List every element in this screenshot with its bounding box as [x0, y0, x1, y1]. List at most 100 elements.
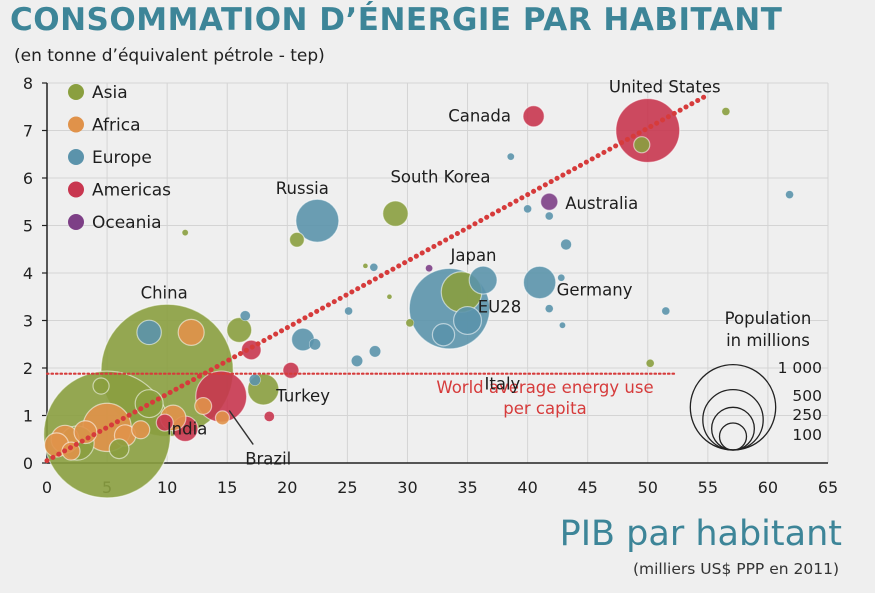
country-bubble	[181, 229, 189, 237]
label-germany: Germany	[557, 281, 633, 300]
legend-marker-europe	[68, 149, 84, 165]
country-bubble	[405, 318, 415, 328]
country-bubble	[351, 354, 363, 367]
country-bubble	[288, 231, 305, 248]
world-average-label: World average energy use	[436, 378, 653, 397]
label-russia: Russia	[276, 179, 329, 198]
country-bubble	[425, 264, 433, 273]
country-bubble	[308, 338, 321, 351]
country-bubble	[177, 318, 205, 346]
country-bubble	[560, 238, 572, 251]
south-korea-bubble	[382, 200, 409, 227]
size-legend-value: 1 000	[778, 359, 822, 377]
country-bubble	[362, 263, 369, 269]
country-bubble	[506, 152, 515, 161]
legend-label-americas: Americas	[92, 181, 171, 201]
country-bubble	[369, 262, 379, 272]
russia-bubble	[295, 198, 340, 243]
country-bubble	[544, 211, 554, 221]
australia-bubble	[540, 192, 559, 211]
x-tick-label: 55	[698, 478, 718, 497]
x-axis-subtitle: (milliers US$ PPP en 2011)	[632, 560, 839, 578]
germany-bubble	[522, 265, 557, 300]
x-tick-label: 35	[457, 478, 477, 497]
x-tick-label: 45	[578, 478, 598, 497]
size-legend-title: Population	[725, 309, 812, 328]
canada-bubble	[522, 105, 545, 128]
y-tick-label: 0	[23, 454, 33, 473]
country-bubble	[369, 345, 382, 358]
label-turkey: Turkey	[275, 386, 330, 405]
size-legend-circle	[711, 406, 755, 451]
size-legend-value: 100	[792, 426, 822, 444]
legend-marker-africa	[68, 116, 84, 133]
country-bubble	[136, 319, 162, 346]
country-bubble	[282, 361, 300, 380]
country-bubble	[108, 438, 130, 460]
country-bubble	[73, 420, 98, 445]
legend-label-africa: Africa	[92, 116, 141, 136]
size-legend-value: 500	[792, 387, 822, 405]
country-bubble	[785, 190, 794, 199]
country-bubble	[226, 316, 253, 344]
x-tick-label: 15	[217, 478, 237, 497]
x-tick-label: 25	[337, 478, 357, 497]
y-tick-label: 1	[23, 407, 33, 426]
country-bubble	[214, 410, 230, 426]
y-tick-label: 5	[23, 217, 33, 236]
x-tick-label: 40	[517, 478, 537, 497]
chart-subtitle: (en tonne d’équivalent pétrole - tep)	[14, 46, 325, 66]
x-axis-title: PIB par habitant	[559, 514, 842, 554]
size-legend-title: in millions	[726, 331, 810, 350]
country-bubble	[468, 265, 498, 295]
x-tick-label: 10	[157, 478, 177, 497]
bubbles	[43, 97, 794, 499]
label-eu28: EU28	[478, 298, 522, 317]
legend-marker-americas	[68, 181, 84, 198]
x-tick-label: 20	[277, 478, 297, 497]
italy-bubble	[452, 305, 483, 336]
country-bubble	[194, 396, 213, 416]
country-bubble	[263, 411, 275, 422]
legend-label-oceania: Oceania	[92, 213, 162, 233]
legend-label-asia: Asia	[92, 83, 128, 103]
size-legend-circle	[702, 388, 764, 451]
country-bubble	[431, 323, 456, 347]
country-bubble	[559, 321, 566, 329]
y-tick-label: 3	[23, 312, 33, 331]
country-bubble	[386, 293, 393, 300]
trend-line	[44, 92, 711, 464]
world-average-label: per capita	[503, 399, 586, 418]
size-legend-circle	[718, 422, 748, 451]
x-tick-label: 65	[818, 478, 838, 497]
country-bubble	[131, 420, 151, 440]
point-labels: China India EU28 United States Canada Russia S…	[141, 78, 721, 469]
label-japan: Japan	[450, 246, 497, 265]
chart-title: CONSOMMATION D’ÉNERGIE PAR HABITANT	[10, 2, 783, 38]
y-tick-label: 6	[23, 169, 33, 188]
region-legend: Asia Africa Europe Americas Oceania	[68, 83, 171, 233]
country-bubble	[633, 136, 651, 154]
x-tick-label: 60	[758, 478, 778, 497]
country-bubble	[523, 204, 532, 214]
country-bubble	[544, 304, 554, 313]
label-china: China	[141, 283, 188, 302]
united-states-bubble	[615, 97, 681, 164]
legend-marker-asia	[68, 84, 84, 100]
country-bubble	[344, 306, 353, 316]
country-bubble	[248, 373, 261, 386]
legend-marker-oceania	[68, 214, 84, 230]
y-tick-label: 8	[23, 74, 33, 93]
label-india: India	[167, 420, 208, 439]
axes: 05101520253035404550556065012345678	[23, 74, 838, 497]
y-tick-label: 2	[23, 359, 33, 378]
y-tick-label: 4	[23, 264, 33, 283]
country-bubble	[92, 377, 110, 395]
country-bubble	[645, 358, 655, 368]
label-brazil: Brazil	[245, 450, 291, 469]
country-bubble	[134, 389, 164, 419]
x-tick-label: 30	[397, 478, 417, 497]
